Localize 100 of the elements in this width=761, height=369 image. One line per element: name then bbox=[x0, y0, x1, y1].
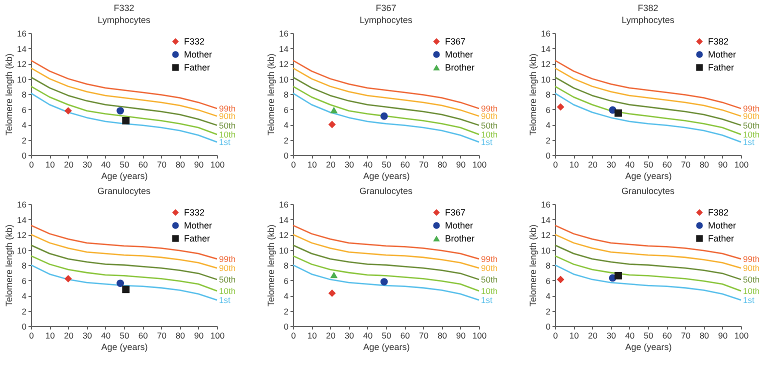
y-tick-label: 8 bbox=[546, 260, 551, 270]
x-tick-label: 20 bbox=[588, 330, 598, 340]
legend-label: Father bbox=[184, 234, 210, 244]
x-tick-label: 20 bbox=[326, 330, 336, 340]
x-tick-label: 80 bbox=[700, 330, 710, 340]
series-label: 90th bbox=[743, 263, 760, 274]
y-tick-label: 4 bbox=[22, 120, 27, 130]
x-tick-label: 70 bbox=[156, 160, 167, 170]
y-tick-label: 0 bbox=[284, 150, 289, 160]
legend-label: F367 bbox=[445, 36, 466, 46]
y-tick-label: 14 bbox=[541, 214, 551, 225]
legend-label: Mother bbox=[708, 50, 736, 60]
y-tick-label: 6 bbox=[546, 276, 551, 286]
line-series bbox=[30, 234, 218, 269]
x-tick-label: 10 bbox=[45, 330, 56, 340]
series-label: 50th bbox=[481, 120, 498, 130]
x-axis-title: Age (years) bbox=[363, 342, 410, 352]
x-axis-title: Age (years) bbox=[363, 171, 410, 181]
series-label: 10th bbox=[743, 286, 760, 296]
point bbox=[330, 272, 338, 278]
y-tick-label: 4 bbox=[284, 120, 289, 130]
y-tick-label: 10 bbox=[541, 245, 551, 256]
line-series bbox=[292, 76, 480, 126]
legend-label: F367 bbox=[445, 208, 466, 218]
y-tick-label: 8 bbox=[22, 260, 27, 270]
x-tick-label: 0 bbox=[553, 330, 558, 340]
series-label: 10th bbox=[743, 129, 760, 140]
line-series bbox=[292, 60, 480, 110]
x-tick-label: 60 bbox=[400, 160, 410, 170]
y-tick-label: 6 bbox=[284, 104, 289, 115]
x-tick-label: 0 bbox=[291, 160, 296, 170]
x-tick-label: 50 bbox=[382, 330, 392, 340]
chart-subtitle: Lymphocytes bbox=[98, 15, 151, 25]
x-tick-label: 50 bbox=[120, 160, 130, 170]
x-tick-label: 90 bbox=[456, 160, 466, 170]
x-tick-label: 30 bbox=[344, 160, 354, 170]
y-tick-label: 16 bbox=[17, 200, 27, 210]
series-label: 1st bbox=[481, 137, 493, 148]
x-tick-label: 90 bbox=[194, 160, 204, 170]
x-tick-label: 40 bbox=[625, 160, 635, 170]
x-tick-label: 100 bbox=[734, 330, 749, 340]
series-label: 90th bbox=[743, 111, 760, 122]
chart-title: Granulocytes bbox=[359, 186, 414, 196]
y-tick-label: 12 bbox=[17, 59, 27, 69]
x-tick-label: 60 bbox=[138, 330, 148, 340]
x-tick-label: 0 bbox=[29, 330, 34, 340]
x-tick-label: 40 bbox=[363, 160, 373, 170]
y-tick-label: 2 bbox=[546, 306, 551, 316]
series-label: 90th bbox=[481, 263, 498, 274]
x-tick-label: 50 bbox=[644, 330, 654, 340]
series-label: 1st bbox=[481, 295, 493, 306]
point bbox=[116, 280, 124, 287]
y-tick-label: 10 bbox=[17, 245, 27, 256]
series-label: 99th bbox=[481, 254, 498, 264]
x-tick-label: 10 bbox=[307, 160, 318, 170]
x-tick-label: 80 bbox=[438, 330, 448, 340]
y-tick-label: 14 bbox=[17, 44, 27, 54]
y-axis-title: Telomere length (kb) bbox=[266, 53, 276, 136]
legend-label: Mother bbox=[445, 50, 474, 60]
y-tick-label: 4 bbox=[546, 291, 551, 301]
legend-label: Father bbox=[184, 62, 210, 72]
y-tick-label: 2 bbox=[22, 135, 27, 146]
y-tick-label: 12 bbox=[279, 230, 289, 240]
legend-label: Mother bbox=[184, 220, 212, 230]
x-tick-label: 100 bbox=[210, 160, 225, 170]
point bbox=[64, 275, 72, 282]
y-tick-label: 16 bbox=[541, 200, 551, 210]
x-tick-label: 100 bbox=[472, 330, 487, 340]
series-label: 10th bbox=[219, 129, 236, 140]
y-tick-label: 8 bbox=[22, 90, 27, 100]
x-tick-label: 10 bbox=[45, 160, 56, 170]
x-tick-label: 20 bbox=[588, 160, 598, 170]
chart-title: Granulocytes bbox=[621, 186, 676, 196]
x-tick-label: 0 bbox=[553, 160, 558, 170]
y-tick-label: 4 bbox=[284, 291, 289, 301]
legend-label: F382 bbox=[708, 36, 729, 46]
series-label: 99th bbox=[481, 103, 498, 114]
chart-title: F332 bbox=[114, 3, 134, 13]
line-series bbox=[30, 76, 218, 126]
y-tick-label: 12 bbox=[17, 230, 27, 240]
line-series bbox=[554, 76, 742, 126]
x-tick-label: 60 bbox=[662, 330, 672, 340]
point bbox=[328, 120, 336, 128]
line-series bbox=[554, 60, 742, 110]
x-tick-label: 50 bbox=[382, 160, 392, 170]
x-tick-label: 60 bbox=[138, 160, 148, 170]
x-axis-title: Age (years) bbox=[625, 171, 672, 181]
series-label: 10th bbox=[219, 286, 236, 296]
y-tick-label: 16 bbox=[279, 28, 289, 38]
x-tick-label: 0 bbox=[29, 160, 34, 170]
y-tick-label: 6 bbox=[22, 276, 27, 286]
chart-title: F382 bbox=[638, 3, 658, 13]
x-tick-label: 90 bbox=[718, 330, 728, 340]
x-tick-label: 80 bbox=[176, 160, 186, 170]
y-tick-label: 6 bbox=[22, 104, 27, 115]
series-label: 1st bbox=[219, 295, 231, 306]
y-tick-label: 14 bbox=[17, 214, 27, 225]
series-label: 1st bbox=[743, 137, 755, 148]
x-tick-label: 20 bbox=[64, 330, 74, 340]
y-tick-label: 16 bbox=[279, 200, 289, 210]
